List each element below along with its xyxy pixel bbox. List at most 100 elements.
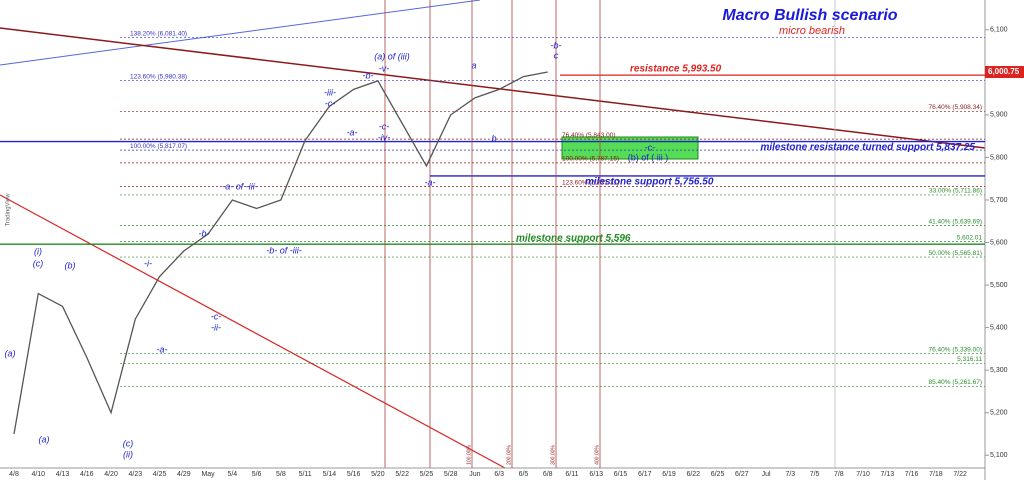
time-label: 400.00% [594, 445, 600, 465]
x-tick-label: 6/17 [638, 471, 652, 478]
fib-label: 5,316.11 [957, 356, 982, 363]
fib-label: 100.00% (5,787.15) [562, 156, 619, 163]
time-label: 200.00% [506, 445, 512, 465]
x-tick-label: 7/13 [881, 471, 895, 478]
watermark: TradingView [6, 193, 12, 227]
wave-label: -a- [347, 127, 358, 137]
x-tick-label: 4/10 [31, 471, 45, 478]
x-tick-label: 6/27 [735, 471, 749, 478]
fib-label: 5,602.01 [957, 234, 983, 241]
x-tick-label: May [201, 471, 215, 478]
time-label: 300.00% [550, 445, 556, 465]
wave-label: -iii- [324, 87, 336, 97]
x-tick-label: 5/14 [323, 471, 337, 478]
y-tick-label: 5,200 [990, 410, 1008, 417]
chart-subtitle: micro bearish [779, 25, 845, 37]
x-tick-label: 5/16 [347, 471, 361, 478]
wave-label: (c) [123, 438, 134, 448]
x-tick-label: 7/16 [905, 471, 919, 478]
last-price-label: 6,000.75 [988, 67, 1020, 76]
y-tick-label: 5,100 [990, 452, 1008, 459]
fib-label: 85.40% (5,261.67) [929, 379, 982, 386]
wave-label: a [471, 60, 476, 70]
fib-label: 123.60% (5,980.38) [130, 73, 187, 80]
wave-label: -b- [199, 228, 210, 238]
plot [0, 0, 986, 469]
milestone-label: milestone support 5,596 [516, 233, 631, 244]
milestone-label: milestone support 5,756.50 [585, 177, 714, 188]
fib-label: 50.00% (5,565.81) [929, 250, 982, 257]
fib-label: 100.00% (5,817.07) [130, 143, 187, 150]
x-tick-label: 5/4 [227, 471, 237, 478]
price-line [13, 71, 548, 435]
milestone-label: resistance 5,993.50 [630, 64, 722, 75]
wave-label: -c- [379, 121, 390, 131]
y-tick-label: 5,500 [990, 282, 1008, 289]
wave-label: -b- [363, 70, 374, 80]
milestone-label: milestone resistance turned support 5,83… [760, 142, 975, 153]
wave-label: -i- [144, 258, 152, 268]
x-tick-label: 6/5 [519, 471, 529, 478]
x-tick-label: Jul [762, 471, 771, 478]
x-tick-label: 5/22 [395, 471, 409, 478]
target-zone [561, 136, 699, 160]
wave-label: -c- [325, 98, 336, 108]
chart-title: Macro Bullish scenario [722, 7, 897, 24]
time-label: 100.00% [466, 445, 472, 465]
fib-label: 76.40% (5,339.00) [929, 346, 982, 353]
fib-label: 33.00% (5,711.86) [929, 188, 982, 195]
fib-label: 123.60% (5,731.31) [562, 179, 619, 186]
x-tick-label: 7/18 [929, 471, 943, 478]
wave-label: (ii) [123, 449, 133, 459]
x-tick-label: 4/23 [128, 471, 142, 478]
wave-label: -ii- [211, 322, 221, 332]
y-tick-label: 5,900 [990, 112, 1008, 119]
wave-label: (c) [33, 258, 44, 268]
x-tick-label: Jun [469, 471, 480, 478]
y-tick-label: 6,100 [990, 27, 1008, 34]
y-tick-label: 5,400 [990, 324, 1008, 331]
wave-label: (a) [39, 434, 50, 444]
wave-label: -b- [551, 40, 562, 50]
x-tick-label: 7/8 [834, 471, 844, 478]
fib-label: 76.40% (5,908.34) [929, 104, 982, 111]
x-tick-label: 4/20 [104, 471, 118, 478]
wave-label: (a) [5, 348, 16, 358]
zone-label: -c- [645, 142, 656, 152]
wave-label: -a- [425, 177, 436, 187]
x-tick-label: 4/29 [177, 471, 191, 478]
x-tick-label: 5/6 [252, 471, 262, 478]
x-tick-label: 6/11 [565, 471, 578, 478]
wave-label: (i) [34, 246, 42, 256]
x-tick-label: 6/19 [662, 471, 676, 478]
x-tick-label: 5/20 [371, 471, 385, 478]
y-tick-label: 5,600 [990, 239, 1008, 246]
wave-label: b [491, 133, 496, 143]
x-tick-label: 4/16 [80, 471, 94, 478]
x-tick-label: 7/5 [810, 471, 820, 478]
wave-label: -v- [379, 63, 390, 73]
x-tick-label: 7/10 [856, 471, 870, 478]
wave-label: (b) [65, 260, 76, 270]
x-tick-label: 4/13 [56, 471, 70, 478]
x-tick-label: 5/25 [420, 471, 434, 478]
x-tick-label: 4/25 [153, 471, 167, 478]
x-tick-label: 6/13 [589, 471, 603, 478]
y-tick-label: 5,700 [990, 197, 1008, 204]
trend-line [0, 0, 481, 66]
wave-label: (a) of (iii) [374, 51, 410, 61]
wave-label: -b- of -iii- [266, 245, 302, 255]
fib-label: 138.20% (6,081.40) [130, 30, 187, 37]
x-tick-label: 5/11 [299, 471, 312, 478]
trend-line [0, 27, 986, 149]
x-tick-label: 6/3 [494, 471, 504, 478]
y-tick-label: 5,800 [990, 154, 1008, 161]
fib-label: 41.40% (5,639.69) [929, 218, 982, 225]
zone-label: (b) of ( iii ) [628, 152, 669, 162]
x-tick-label: 7/3 [785, 471, 795, 478]
wave-label: -a- [157, 344, 168, 354]
x-tick-label: 7/22 [953, 471, 967, 478]
wave-label: -c- [211, 311, 222, 321]
wave-label: -iv- [378, 132, 391, 142]
